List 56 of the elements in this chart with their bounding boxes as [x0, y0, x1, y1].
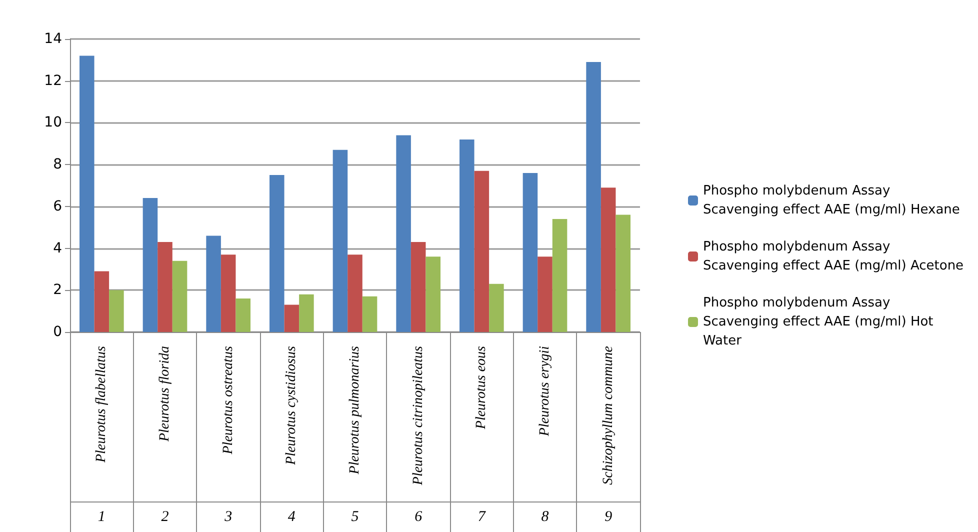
x-tick-label: Pleurotus ostreatus [220, 345, 236, 456]
bar [616, 214, 630, 332]
y-tick-label: 0 [53, 324, 62, 340]
bar [552, 218, 568, 332]
text: 4 [288, 509, 296, 525]
bar [600, 188, 616, 332]
x-tick-label: Pleurotus flabellatus [94, 345, 110, 464]
x-tick-label: Pleurotus florida [158, 346, 172, 443]
y-tick-label: 12 [44, 72, 62, 89]
text: 7 [478, 509, 487, 525]
y-tick-label: 2 [53, 282, 62, 298]
bar [348, 254, 362, 332]
bar [410, 242, 426, 332]
bar [426, 256, 440, 332]
text: 9 [604, 509, 613, 525]
bar [94, 271, 110, 332]
bar [489, 284, 504, 332]
x-tick-label: Pleurotus pulmonarius [348, 345, 362, 476]
bar [142, 198, 158, 332]
text: 8 [541, 509, 550, 525]
y-tick-label: 4 [53, 240, 62, 256]
text: 2 [161, 509, 170, 525]
bar [220, 254, 236, 332]
bar [396, 135, 411, 332]
bar [332, 150, 348, 332]
x-tick-label: Pleurotus cystidiosus [284, 345, 300, 466]
legend-label: Phospho molybdenum Assay Scavenging effect AAE (mg/ml) Hot Water [703, 296, 938, 348]
text: 6 [414, 509, 423, 525]
bar [362, 296, 378, 332]
bar [284, 304, 300, 332]
y-tick-label: 8 [53, 156, 62, 173]
bar [586, 62, 601, 332]
x-tick-label: Schizophyllum commune [600, 346, 616, 485]
bar [206, 236, 221, 332]
text: 1 [98, 509, 106, 525]
bar [299, 294, 314, 332]
bar [474, 170, 490, 332]
bar [109, 290, 124, 332]
bar [538, 256, 552, 332]
bar [236, 298, 250, 332]
y-tick-label: 10 [44, 114, 62, 131]
bar [80, 56, 94, 332]
x-tick-label: Pleurotus erygii [538, 346, 552, 438]
x-tick-label: Pleurotus citrinopileatus [410, 345, 426, 486]
legend-label: Phospho molybdenum Assay Scavenging effect AAE (mg/ml) Acetone [703, 240, 964, 274]
bar [158, 242, 172, 332]
legend-label: Phospho molybdenum Assay Scavenging effect AAE (mg/ml) Hexane [703, 184, 960, 218]
y-tick-label: 14 [44, 31, 62, 47]
bar [172, 260, 188, 332]
x-tick-label: Pleurotus eous [474, 345, 490, 430]
text: 3 [224, 509, 232, 525]
bar [522, 172, 538, 332]
text: 5 [351, 509, 360, 525]
bar [460, 139, 474, 332]
bar [270, 175, 284, 332]
y-tick-label: 6 [53, 198, 62, 214]
